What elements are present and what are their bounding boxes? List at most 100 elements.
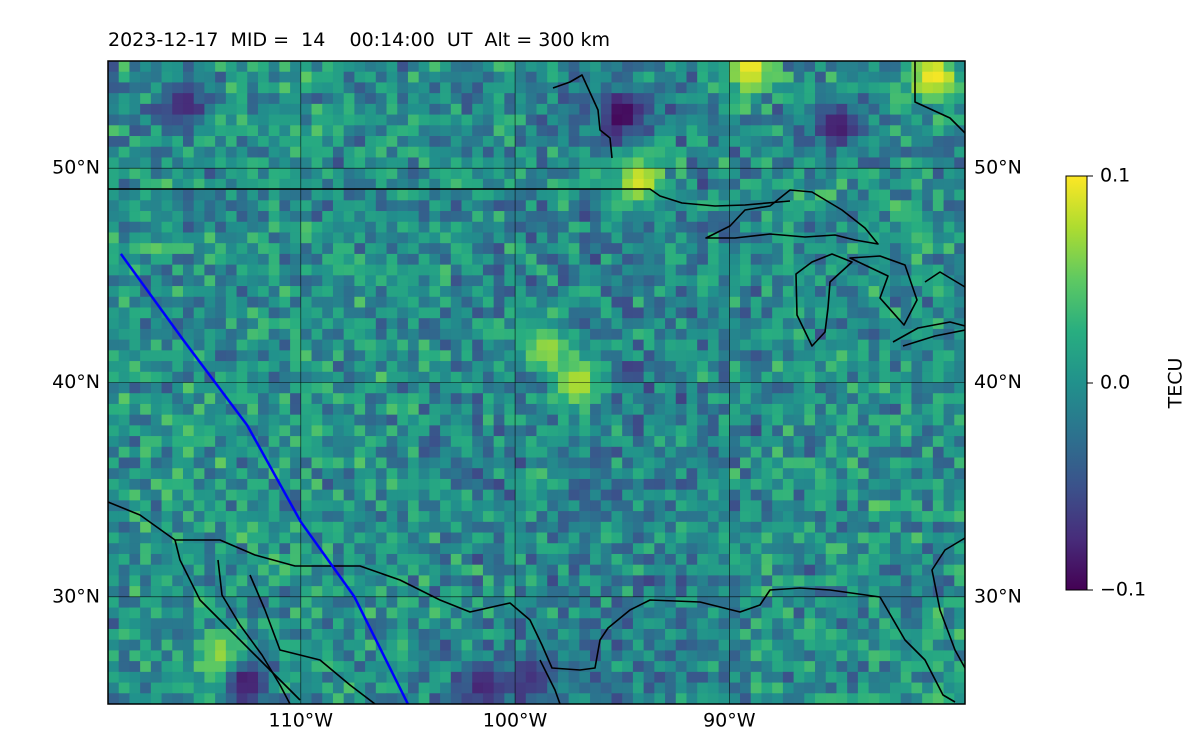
heatmap-cell [707,61,720,73]
heatmap-cell [450,200,463,212]
heatmap-cell [118,318,131,330]
heatmap-cell [761,414,773,426]
heatmap-cell [236,575,248,587]
heatmap-cell [386,82,398,94]
heatmap-cell [140,586,152,598]
heatmap-cell [482,103,495,116]
heatmap-cell [193,639,206,652]
heatmap-cell [129,650,141,662]
heatmap-cell [740,61,752,73]
heatmap-cell [622,286,634,298]
heatmap-cell [600,361,613,373]
heatmap-cell [375,371,388,384]
heatmap-cell [140,328,152,341]
heatmap-cell [622,61,634,73]
heatmap-cell [515,500,527,512]
heatmap-cell [943,125,955,137]
heatmap-cell [740,168,752,180]
heatmap-cell [557,553,570,566]
heatmap-cell [300,393,313,405]
heatmap-cell [129,425,141,437]
heatmap-cell [836,478,848,491]
heatmap-cell [557,275,570,287]
heatmap-cell [600,618,613,630]
heatmap-cell [440,532,452,544]
heatmap-cell [697,553,709,566]
heatmap-cell [879,543,891,555]
heatmap-cell [161,221,173,234]
heatmap-cell [429,157,441,169]
heatmap-cell [536,382,548,394]
heatmap-cell [407,82,420,94]
heatmap-cell [300,403,313,416]
heatmap-cell [108,82,120,94]
heatmap-cell [193,661,206,673]
heatmap-cell [782,136,795,148]
heatmap-cell [868,318,880,330]
heatmap-cell [793,136,805,148]
heatmap-cell [729,478,741,491]
heatmap-cell [525,125,538,137]
heatmap-cell [547,328,559,341]
heatmap-cell [761,178,773,191]
heatmap-cell [215,618,227,630]
heatmap-cell [804,371,816,384]
heatmap-cell [108,500,120,512]
heatmap-cell [740,264,752,276]
heatmap-cell [900,500,913,512]
heatmap-cell [600,575,613,587]
heatmap-cell [322,211,334,223]
heatmap-cell [922,403,934,416]
heatmap-cell [150,361,163,373]
heatmap-cell [665,393,677,405]
heatmap-cell [665,607,677,619]
heatmap-cell [707,275,720,287]
heatmap-cell [932,682,945,694]
heatmap-cell [300,93,313,105]
heatmap-cell [493,286,505,298]
colorbar-ticks: 0.10.0−0.1 [1087,165,1146,601]
heatmap-cell [375,618,388,630]
heatmap-cell [493,511,505,523]
heatmap-cell [547,446,559,459]
heatmap-cell [515,682,527,694]
heatmap-cell [429,93,441,105]
heatmap-cell [386,489,398,501]
heatmap-cell [225,200,238,212]
heatmap-cell [611,157,623,169]
heatmap-cell [397,564,409,576]
heatmap-cell [247,553,259,566]
heatmap-cell [493,157,505,169]
heatmap-cell [193,286,206,298]
heatmap-cell [890,82,902,94]
heatmap-cell [311,425,323,437]
heatmap-cell [397,253,409,266]
heatmap-cell [804,500,816,512]
heatmap-cell [568,93,580,105]
heatmap-cell [236,511,248,523]
heatmap-cell [654,521,666,534]
heatmap-cell [718,61,730,73]
heatmap-cell [932,436,945,448]
heatmap-cell [847,468,859,480]
heatmap-cell [515,564,527,576]
heatmap-cell [547,628,559,641]
heatmap-cell [482,361,495,373]
heatmap-cell [632,543,645,555]
heatmap-cell [407,586,420,598]
heatmap-cell [943,596,955,609]
heatmap-cell [654,178,666,191]
heatmap-cell [611,61,623,73]
heatmap-cell [365,639,377,652]
heatmap-cell [782,168,795,180]
heatmap-cell [729,639,741,652]
heatmap-cell [643,618,655,630]
heatmap-cell [429,328,441,341]
heatmap-cell [890,264,902,276]
heatmap-cell [611,586,623,598]
heatmap-cell [204,628,216,641]
heatmap-cell [943,114,955,126]
heatmap-cell [204,286,216,298]
heatmap-cell [268,178,280,191]
heatmap-cell [429,221,441,234]
